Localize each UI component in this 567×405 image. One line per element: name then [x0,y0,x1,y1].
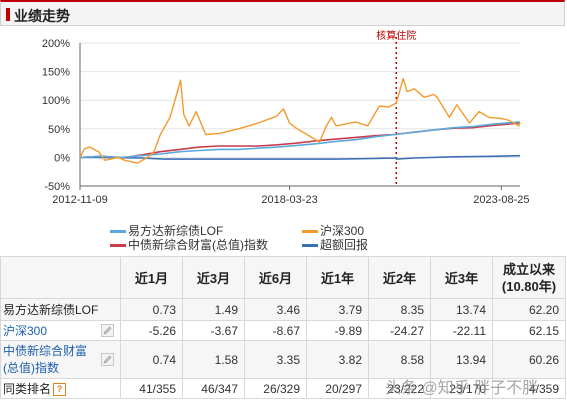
table-row: 易方达新综债LOF 0.73 1.49 3.46 3.79 8.35 13.74… [0,298,566,321]
table-cell: -9.89 [306,320,369,341]
table-cell: 1.49 [182,298,245,321]
x-tick-label: 2012-11-09 [52,194,107,206]
table-cell: 62.15 [492,320,566,341]
legend-item-bond-index[interactable]: 中债新综合财富(总值)指数 [110,238,268,252]
y-tick-label: 150% [42,67,70,79]
legend-swatch-excess [302,244,318,248]
table-cell: 4/359 [492,378,566,399]
table-cell: 62.20 [492,298,566,321]
table-cell: -24.27 [368,320,431,341]
legend-label-excess: 超额回报 [320,238,369,252]
table-cell: -22.11 [430,320,493,341]
legend-label-fund: 易方达新综债LOF [128,224,224,238]
header-accent-bar [6,8,10,21]
row-name-bond-index-line1: 中债新综合财富 [3,343,88,358]
table-row: 同类排名? 41/355 46/347 26/329 20/297 23/222… [0,378,566,399]
y-tick-label: -50% [44,181,70,193]
table-cell: -8.67 [244,320,307,341]
series-line-hs300 [79,77,521,164]
row-name-bond-index-line2: (总值)指数 [3,360,59,375]
table-cell: 46/347 [182,378,245,399]
row-name-hs300-label: 沪深300 [3,324,48,338]
legend-label-hs300: 沪深300 [320,224,365,238]
performance-chart: 200% 150% 100% 50% 0% -50% 2012-11-09 2018-03-2… [0,26,565,254]
table-cell: -3.67 [182,320,245,341]
legend-item-fund[interactable]: 易方达新综债LOF [110,224,223,238]
table-cell: 3.79 [306,298,369,321]
table-cell: 0.73 [120,298,183,321]
y-tick-label: 100% [42,95,70,107]
section-title: 业绩走势 [14,8,70,24]
since-inception-label: 成立以来 [502,261,555,277]
legend-item-excess[interactable]: 超额回报 [302,238,368,252]
table-row: 沪深300 -5.26 -3.67 -8.67 -9.89 -24.27 -22… [0,320,566,341]
row-name-hs300[interactable]: 沪深300 [0,320,121,341]
row-name-peer-rank: 同类排名? [0,378,121,399]
plot-area [80,43,520,186]
y-tick-label: 50% [48,124,70,136]
since-inception-years: (10.80年) [501,278,557,294]
watermark: 头条 @知乎 胖子不胖 [385,380,539,397]
table-row: 中债新综合财富 (总值)指数 0.74 1.58 3.35 3.82 8.58 … [0,340,566,379]
performance-table: 近1月 近3月 近6月 近1年 近2年 近3年 成立以来 (10.80年) 易方… [0,256,566,399]
chart-legend: 易方达新综债LOF 沪深300 中债新综合财富(总值)指数 超额回报 [110,224,440,254]
question-badge-icon[interactable]: ? [53,383,67,397]
table-cell: 1.58 [182,340,245,379]
legend-label-bond-index: 中债新综合财富(总值)指数 [128,238,268,252]
table-header-3m: 近3月 [182,256,245,299]
table-cell: 13.74 [430,298,493,321]
y-tick-label: 0% [54,152,70,164]
edit-icon[interactable] [101,323,114,337]
edit-icon[interactable] [101,352,114,366]
table-cell: -5.26 [120,320,183,341]
table-cell: 23/222 [368,378,431,399]
table-cell: 0.74 [120,340,183,379]
x-tick-label: 2023-08-25 [473,194,529,206]
table-cell: 20/297 [306,378,369,399]
annotation-label: 核算住院 [376,29,416,42]
table-cell: 3.35 [244,340,307,379]
table-cell: 8.35 [368,298,431,321]
x-tick-label: 2018-03-23 [261,194,317,206]
table-cell: 13.94 [430,340,493,379]
peer-rank-label: 同类排名 [3,382,52,396]
table-header-empty [0,256,121,299]
performance-chart-svg: 200% 150% 100% 50% 0% -50%2012-11-09 2018-03-2… [42,29,530,206]
table-header-1m: 近1月 [120,256,183,299]
table-header-3y: 近3年 [430,256,493,299]
table-cell: 8.58 [368,340,431,379]
table-cell: 26/329 [244,378,307,399]
table-cell: 41/355 [120,378,183,399]
table-header-row: 近1月 近3月 近6月 近1年 近2年 近3年 成立以来 (10.80年) [0,256,566,299]
series-line-excess [80,154,521,160]
table-header-1y: 近1年 [306,256,369,299]
row-name-fund[interactable]: 易方达新综债LOF [0,298,121,321]
legend-swatch-fund [110,230,126,234]
legend-item-hs300[interactable]: 沪深300 [302,224,364,238]
series-line-fund [79,121,521,159]
table-header-since-inception: 成立以来 (10.80年) [492,256,566,299]
legend-swatch-hs300 [302,230,318,234]
table-cell: 3.82 [306,340,369,379]
table-cell: 60.26 [492,340,566,379]
row-name-bond-index[interactable]: 中债新综合财富 (总值)指数 [0,340,121,379]
table-cell: 3.46 [244,298,307,321]
legend-swatch-bond-index [110,244,126,248]
table-header-6m: 近6月 [244,256,307,299]
section-header: 业绩走势 [0,0,565,26]
y-tick-label: 200% [42,38,70,50]
table-header-2y: 近2年 [368,256,431,299]
